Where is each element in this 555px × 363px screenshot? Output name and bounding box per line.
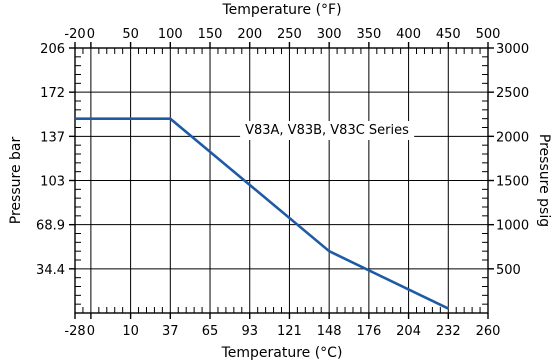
- right-tick-label: 500: [496, 263, 521, 278]
- bottom-tick-label: 176: [356, 324, 381, 339]
- left-tick-label: 172: [40, 86, 65, 101]
- bottom-tick-label: 148: [317, 324, 342, 339]
- major-ticks: [69, 42, 494, 319]
- top-tick-label: 150: [198, 27, 223, 42]
- bottom-tick-label: 37: [162, 324, 179, 339]
- series-line: [75, 117, 449, 310]
- right-tick-label: 2000: [496, 130, 529, 145]
- top-tick-label: -20: [64, 27, 85, 42]
- bottom-tick-label: 232: [436, 324, 461, 339]
- right-tick-label: 2500: [496, 86, 529, 101]
- top-tick-label: 50: [122, 27, 139, 42]
- bottom-tick-label: 10: [122, 324, 139, 339]
- minor-ticks: [75, 48, 488, 313]
- bottom-tick-label: 204: [396, 324, 421, 339]
- top-tick-label: 100: [158, 27, 183, 42]
- bottom-tick-label: 121: [277, 324, 302, 339]
- right-tick-label: 1500: [496, 175, 529, 190]
- left-axis-tick-labels: 34.4 68.9 103 137 172 206: [36, 42, 65, 278]
- series-label: V83A, V83B, V83C Series: [245, 123, 409, 138]
- grid: [75, 48, 488, 313]
- top-tick-label: 450: [436, 27, 461, 42]
- left-tick-label: 103: [40, 175, 65, 190]
- right-axis-title: Pressure psig: [536, 134, 552, 227]
- bottom-tick-label: 260: [476, 324, 501, 339]
- top-tick-label: 500: [476, 27, 501, 42]
- left-tick-label: 206: [40, 42, 65, 57]
- left-tick-label: 68.9: [36, 219, 65, 234]
- bottom-tick-label: 65: [202, 324, 219, 339]
- top-tick-label: 300: [317, 27, 342, 42]
- top-axis-tick-labels: -20 0 50 100 150 200 250 300 350 400 450 500: [64, 27, 500, 42]
- bottom-axis-tick-labels: -28 0 10 37 65 93 121 148 176 204 232 260: [64, 324, 500, 339]
- top-axis-title: Temperature (°F): [221, 2, 341, 18]
- bottom-axis-title: Temperature (°C): [221, 345, 343, 361]
- top-tick-label: 250: [277, 27, 302, 42]
- top-tick-label: 400: [396, 27, 421, 42]
- right-tick-label: 3000: [496, 42, 529, 57]
- top-tick-label: 200: [237, 27, 262, 42]
- right-tick-label: 1000: [496, 219, 529, 234]
- bottom-tick-label: 93: [241, 324, 258, 339]
- bottom-tick-label: 0: [87, 324, 95, 339]
- bottom-tick-label: -28: [64, 324, 85, 339]
- top-tick-label: 350: [356, 27, 381, 42]
- right-axis-tick-labels: 500 1000 1500 2000 2500 3000: [496, 42, 529, 278]
- left-tick-label: 34.4: [36, 263, 65, 278]
- series-label-background: [240, 121, 415, 140]
- top-tick-label: 0: [87, 27, 95, 42]
- left-tick-label: 137: [40, 130, 65, 145]
- left-axis-title: Pressure bar: [8, 137, 24, 225]
